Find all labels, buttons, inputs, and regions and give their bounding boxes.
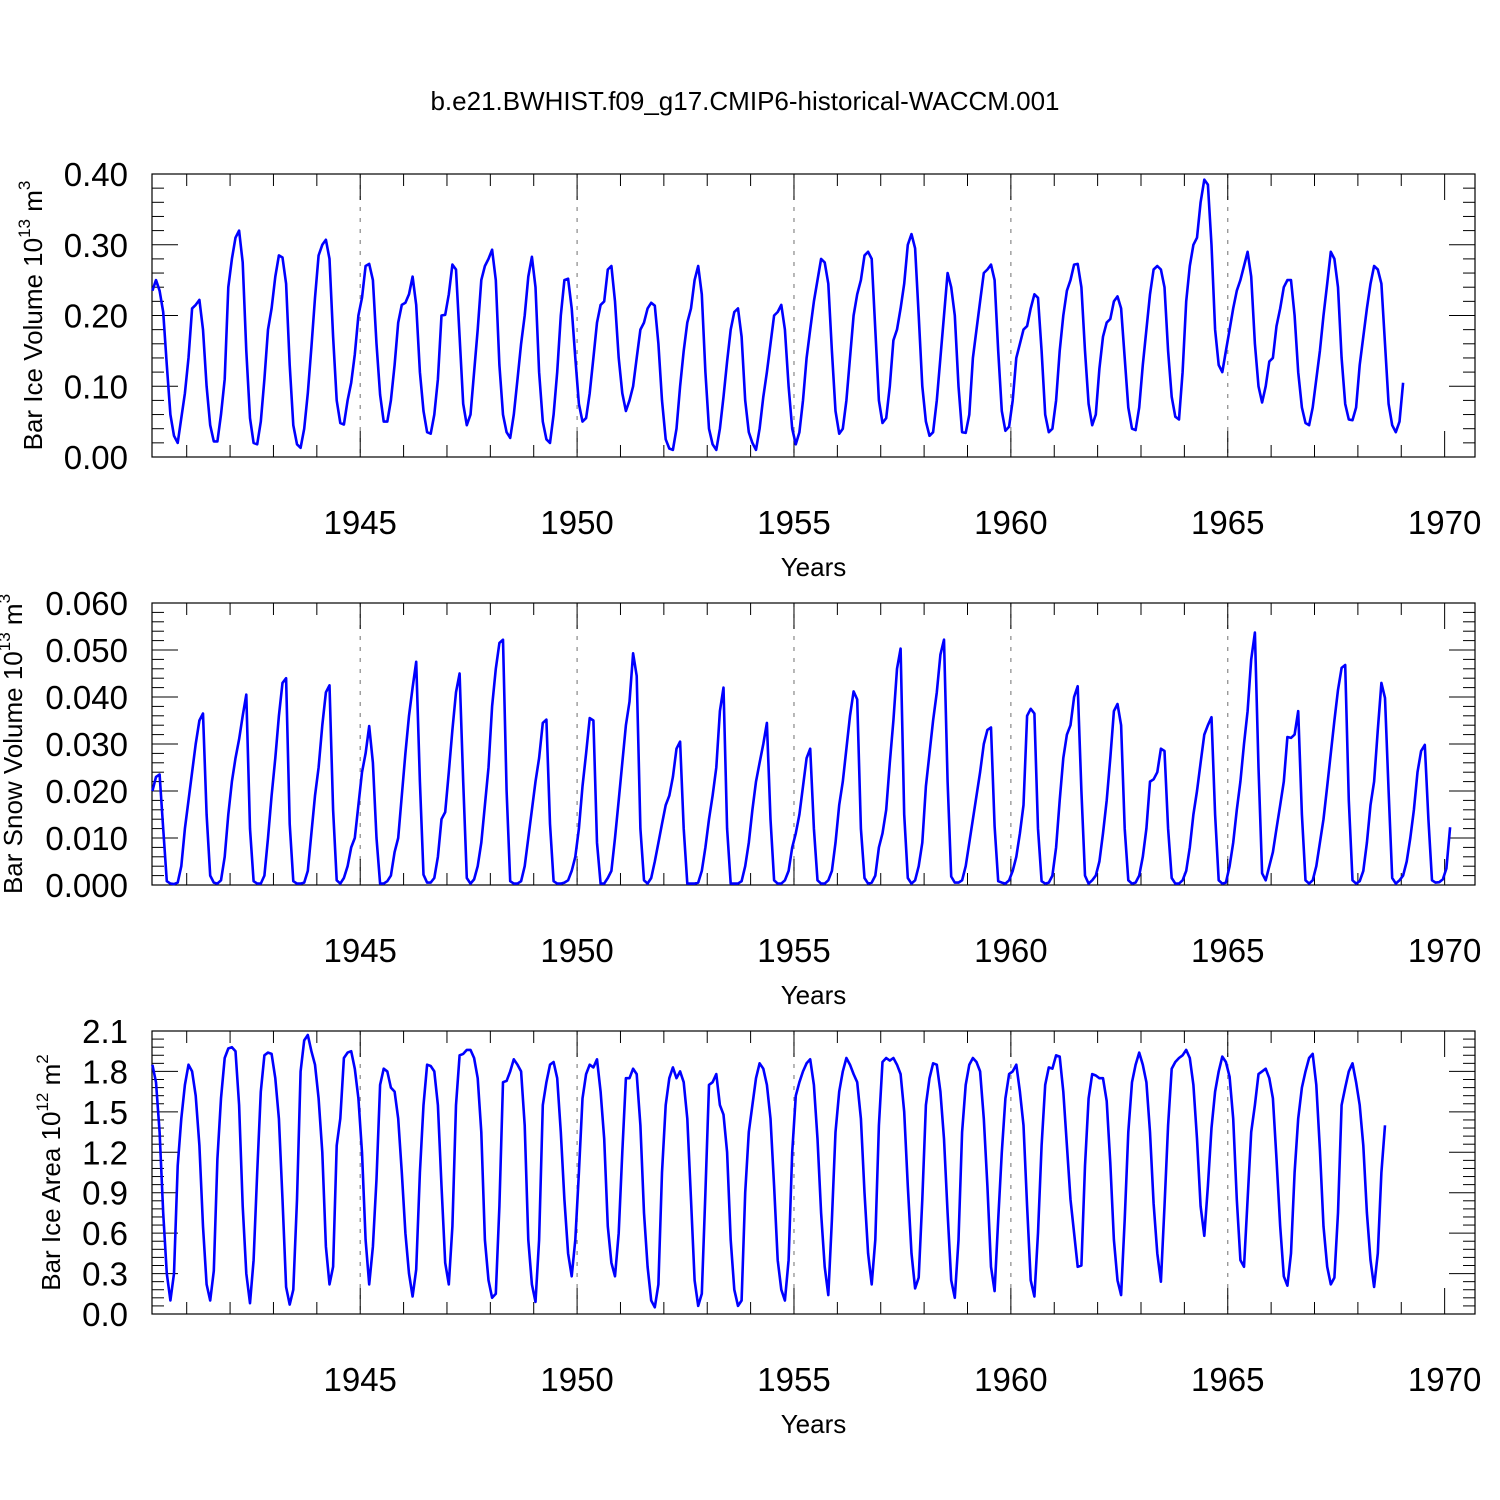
y-tick-label: 0.010 (45, 820, 128, 857)
y-tick-label: 0.20 (64, 298, 128, 335)
x-tick-label: 1960 (974, 932, 1047, 969)
x-tick-label: 1970 (1408, 1361, 1481, 1398)
y-tick-label: 0.040 (45, 679, 128, 716)
plot-frame (151, 602, 1476, 886)
x-tick-label: 1965 (1191, 932, 1264, 969)
y-tick-label: 1.5 (82, 1094, 128, 1131)
y-tick-label: 2.1 (82, 1013, 128, 1050)
x-tick-label: 1970 (1408, 932, 1481, 969)
panel-3: 1945 1950 1955 1960 1965 1970 Years 0.00.3 0.60.… (33, 1013, 1481, 1439)
x-tick-label: 1965 (1191, 1361, 1264, 1398)
plot-frame (151, 1030, 1476, 1315)
panel-1: 1945 1950 1955 1960 1965 1970 Years 0.00 0.10 0.2… (15, 156, 1481, 582)
y-tick-label: 0.0 (82, 1296, 128, 1333)
x-tick-label: 1945 (323, 932, 396, 969)
y-tick-label: 0.030 (45, 726, 128, 763)
x-tick-label: 1970 (1408, 504, 1481, 541)
y-tick-label: 0.050 (45, 632, 128, 669)
y-tick-label: 0.30 (64, 227, 128, 264)
y-tick-label: 0.6 (82, 1215, 128, 1252)
y-tick-label: 0.9 (82, 1175, 128, 1212)
series-line (151, 178, 1405, 452)
x-tick-label: 1955 (757, 932, 830, 969)
x-tick-label: 1965 (1191, 504, 1264, 541)
y-tick-label: 0.10 (64, 368, 128, 405)
y-axis-label: Bar Ice Volume 1013 m3 (15, 181, 48, 451)
x-tick-label: 1960 (974, 504, 1047, 541)
x-tick-label: 1955 (757, 1361, 830, 1398)
x-tick-label: 1960 (974, 1361, 1047, 1398)
y-tick-label: 0.00 (64, 439, 128, 476)
x-tick-label: 1945 (323, 1361, 396, 1398)
x-tick-label: 1950 (540, 932, 613, 969)
x-tick-label: 1945 (323, 504, 396, 541)
y-tick-label: 0.060 (45, 585, 128, 622)
y-axis-label: Bar Snow Volume 1013 m3 (0, 594, 28, 894)
y-tick-label: 1.2 (82, 1134, 128, 1171)
plot-frame (151, 173, 1476, 458)
x-tick-label: 1950 (540, 504, 613, 541)
y-tick-label: 1.8 (82, 1053, 128, 1090)
x-axis-label: Years (781, 552, 847, 582)
x-tick-label: 1955 (757, 504, 830, 541)
y-tick-label: 0.40 (64, 156, 128, 193)
y-tick-label: 0.020 (45, 773, 128, 810)
x-axis-label: Years (781, 980, 847, 1010)
x-tick-label: 1950 (540, 1361, 613, 1398)
x-axis-label: Years (781, 1409, 847, 1439)
y-tick-label: 0.000 (45, 867, 128, 904)
series-line (151, 1033, 1387, 1309)
y-tick-label: 0.3 (82, 1256, 128, 1293)
series-line (151, 631, 1452, 886)
y-axis-label: Bar Ice Area 1012 m2 (33, 1054, 66, 1291)
figure-title: b.e21.BWHIST.f09_g17.CMIP6-historical-WA… (430, 86, 1059, 116)
panel-2: 1945 1950 1955 1960 1965 1970 Years 0.000 0.010 0… (0, 585, 1481, 1010)
